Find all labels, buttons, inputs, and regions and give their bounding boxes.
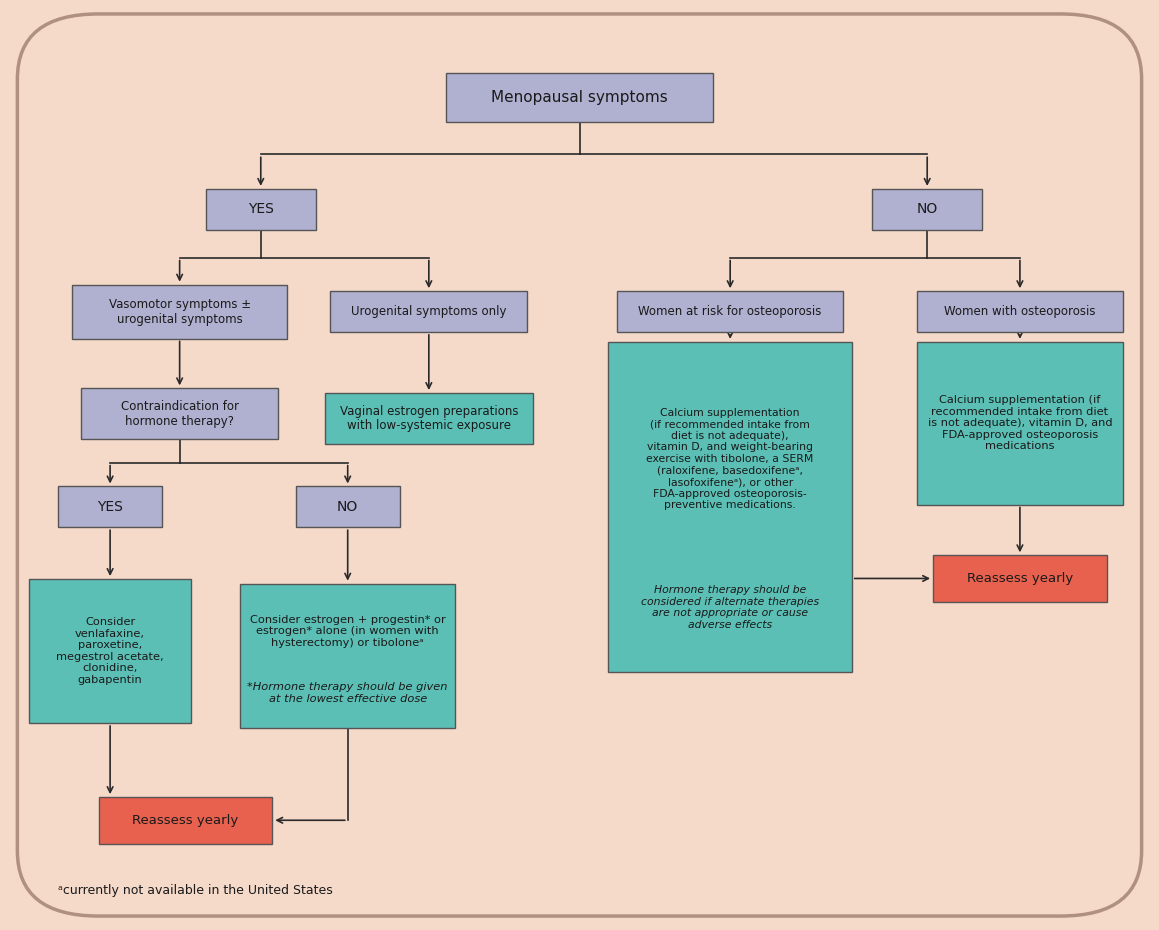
Text: YES: YES xyxy=(248,202,274,217)
Text: Menopausal symptoms: Menopausal symptoms xyxy=(491,90,668,105)
FancyBboxPatch shape xyxy=(29,578,191,724)
Text: Urogenital symptoms only: Urogenital symptoms only xyxy=(351,305,506,318)
FancyBboxPatch shape xyxy=(17,14,1142,916)
FancyBboxPatch shape xyxy=(58,486,162,527)
Text: Contraindication for
hormone therapy?: Contraindication for hormone therapy? xyxy=(121,400,239,428)
Text: Calcium supplementation
(if recommended intake from
diet is not adequate),
vitam: Calcium supplementation (if recommended … xyxy=(647,407,814,511)
FancyBboxPatch shape xyxy=(446,73,713,122)
FancyBboxPatch shape xyxy=(296,486,400,527)
FancyBboxPatch shape xyxy=(917,291,1123,332)
Text: *Hormone therapy should be given
at the lowest effective dose: *Hormone therapy should be given at the … xyxy=(248,683,447,704)
FancyBboxPatch shape xyxy=(241,584,454,727)
FancyBboxPatch shape xyxy=(206,189,315,230)
FancyBboxPatch shape xyxy=(917,341,1123,504)
Text: YES: YES xyxy=(97,499,123,514)
FancyBboxPatch shape xyxy=(330,291,527,332)
FancyBboxPatch shape xyxy=(618,291,844,332)
FancyBboxPatch shape xyxy=(933,555,1107,602)
Text: Consider
venlafaxine,
paroxetine,
megestrol acetate,
clonidine,
gabapentin: Consider venlafaxine, paroxetine, megest… xyxy=(57,617,163,685)
Text: NO: NO xyxy=(337,499,358,514)
Text: Women at risk for osteoporosis: Women at risk for osteoporosis xyxy=(639,305,822,318)
FancyBboxPatch shape xyxy=(81,389,278,439)
FancyBboxPatch shape xyxy=(608,341,852,671)
Text: Vaginal estrogen preparations
with low-systemic exposure: Vaginal estrogen preparations with low-s… xyxy=(340,405,518,432)
FancyBboxPatch shape xyxy=(873,189,983,230)
Text: Consider estrogen + progestin* or
estrogen* alone (in women with
hysterectomy) o: Consider estrogen + progestin* or estrog… xyxy=(250,615,445,647)
Text: NO: NO xyxy=(917,202,938,217)
Text: Reassess yearly: Reassess yearly xyxy=(967,572,1073,585)
FancyBboxPatch shape xyxy=(72,285,287,339)
FancyBboxPatch shape xyxy=(99,797,272,844)
FancyBboxPatch shape xyxy=(325,392,533,444)
Text: Calcium supplementation (if
recommended intake from diet
is not adequate), vitam: Calcium supplementation (if recommended … xyxy=(927,395,1113,451)
Text: ᵃcurrently not available in the United States: ᵃcurrently not available in the United S… xyxy=(58,884,333,897)
Text: Women with osteoporosis: Women with osteoporosis xyxy=(945,305,1095,318)
Text: Hormone therapy should be
considered if alternate therapies
are not appropriate : Hormone therapy should be considered if … xyxy=(641,585,819,630)
Text: Reassess yearly: Reassess yearly xyxy=(132,814,239,827)
Text: Vasomotor symptoms ±
urogenital symptoms: Vasomotor symptoms ± urogenital symptoms xyxy=(109,298,250,326)
